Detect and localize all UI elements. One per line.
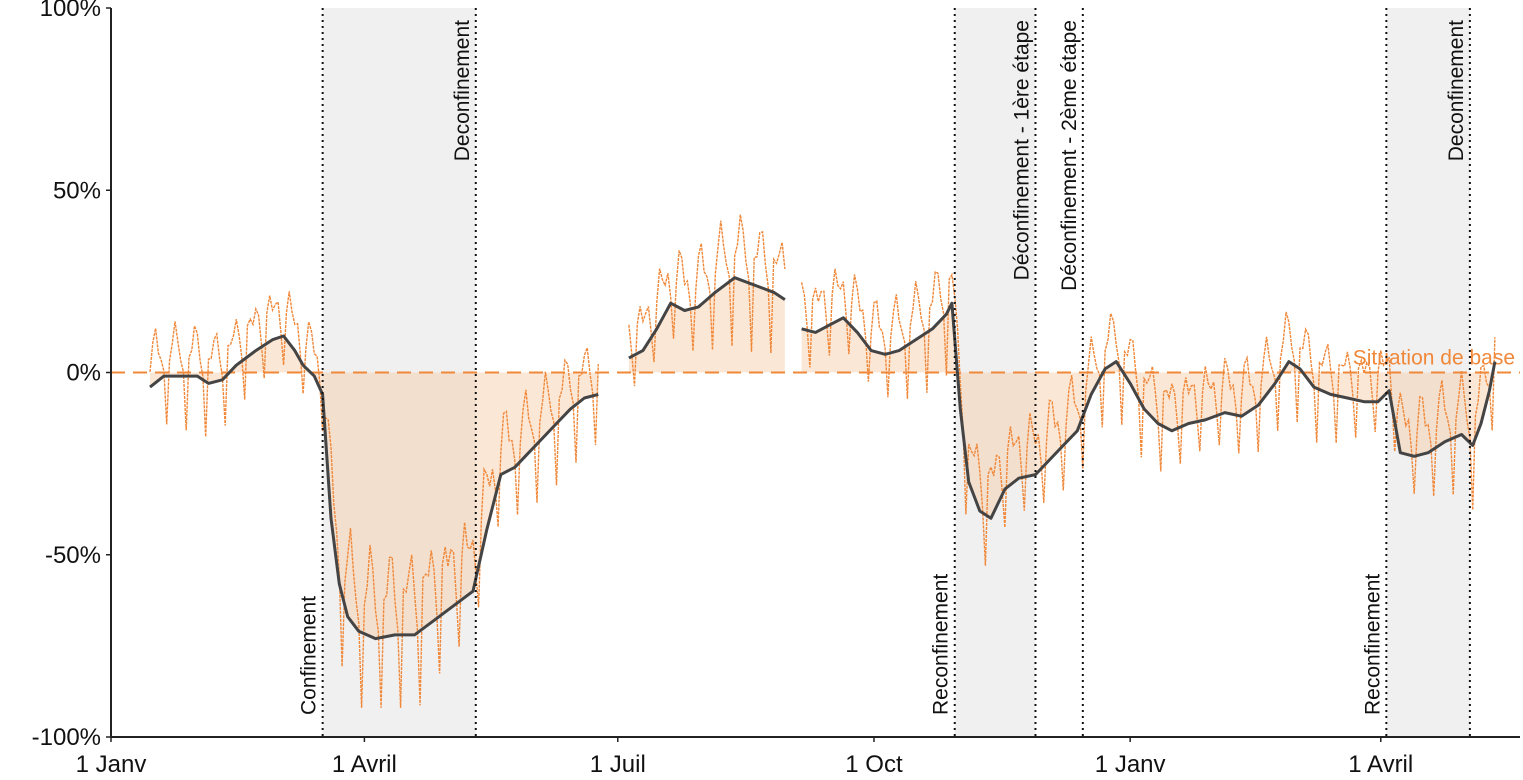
- event-label: Reconfinement: [1361, 574, 1384, 715]
- y-tick-label: -50%: [45, 542, 101, 569]
- x-tick-label: 1 Janv: [76, 751, 147, 778]
- y-tick-label: 50%: [53, 177, 101, 204]
- weekly-average-line: [149, 334, 599, 641]
- weekly-average-line: [801, 301, 1497, 520]
- y-tick-label: 100%: [40, 0, 101, 22]
- event-label: Deconfinement: [451, 20, 474, 161]
- x-tick-label: 1 Avril: [1348, 751, 1413, 778]
- baseline-layer: Situation de base: [111, 347, 1520, 374]
- deviation-area: [801, 303, 1495, 519]
- weekly-average-line: [628, 276, 786, 360]
- deviation-area: [149, 336, 599, 639]
- baseline-label: Situation de base: [1353, 347, 1515, 370]
- deviation-area-layer: [149, 277, 1495, 639]
- event-lines-layer: Confinement Deconfinement Reconfinement Déc…: [298, 8, 1471, 737]
- event-label: Déconfinement - 1ère étape: [1010, 20, 1033, 280]
- axes-layer: 100%50%0%-50%-100%1 Janv 1 Avril 1 Juil 1 O…: [32, 0, 1520, 778]
- event-label: Deconfinement: [1445, 20, 1468, 161]
- event-label: Déconfinement - 2ème étape: [1058, 20, 1081, 291]
- x-tick-label: 1 Avril: [332, 751, 397, 778]
- weekly-average-layer: [149, 276, 1497, 641]
- x-tick-label: 1 Juil: [590, 751, 646, 778]
- y-tick-label: 0%: [66, 360, 101, 387]
- y-tick-label: -100%: [32, 724, 101, 751]
- x-tick-label: 1 Janv: [1095, 751, 1166, 778]
- daily-series-line: [149, 291, 599, 708]
- daily-series-line: [800, 268, 1496, 566]
- daily-series-layer: [149, 214, 1496, 708]
- event-label: Reconfinement: [930, 574, 953, 715]
- deviation-area: [628, 277, 785, 373]
- x-tick-label: 1 Oct: [845, 751, 903, 778]
- event-label: Confinement: [298, 596, 321, 715]
- daily-series-line: [628, 214, 786, 387]
